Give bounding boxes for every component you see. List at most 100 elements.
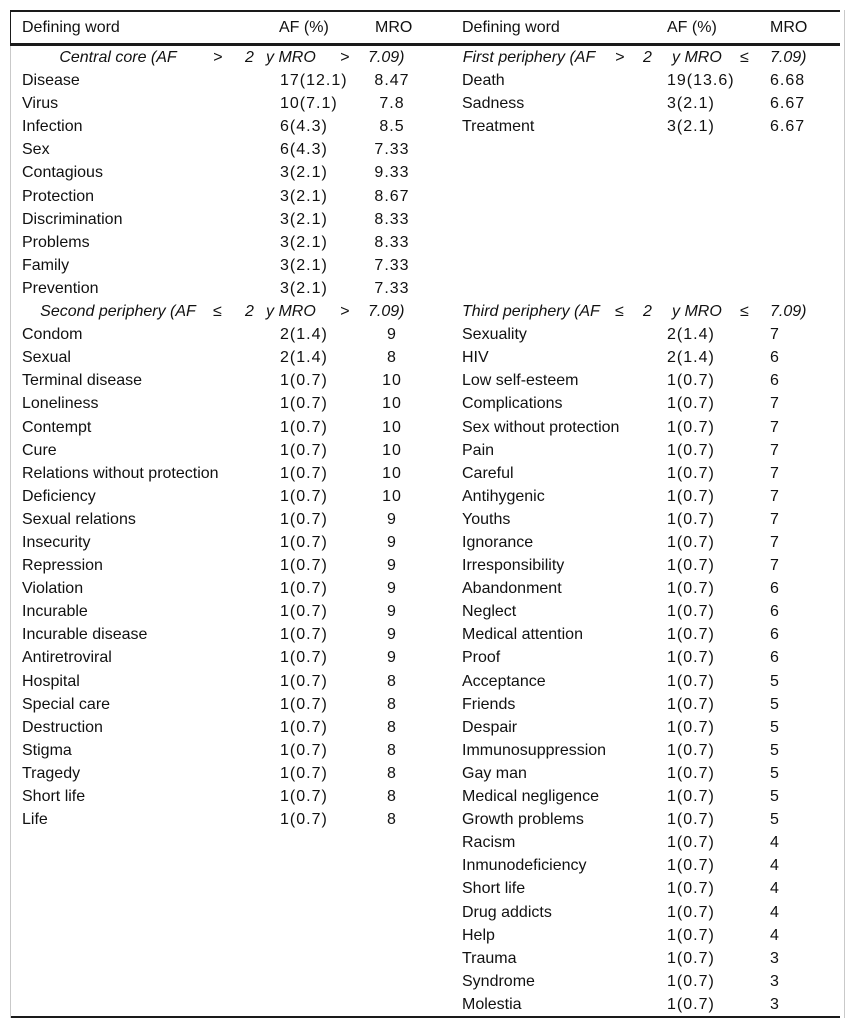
mro-criteria-label: y MRO bbox=[266, 49, 316, 66]
mro-value-cell: 7.33 bbox=[374, 141, 410, 159]
table-row: Short life 1(0.7) 8 bbox=[10, 785, 440, 808]
defining-word-cell: Complications bbox=[462, 395, 563, 413]
table-row: Disease 17(12.1) 8.47 bbox=[10, 69, 440, 92]
af-threshold: 2 bbox=[643, 303, 652, 321]
mro-value-cell: 6 bbox=[770, 626, 780, 644]
af-value-cell: 1(0.7) bbox=[667, 695, 715, 713]
table-row: Syndrome 1(0.7) 3 bbox=[450, 970, 850, 993]
af-value-cell: 1(0.7) bbox=[280, 372, 328, 390]
defining-word-cell: Youths bbox=[462, 510, 511, 528]
column-header-af: AF (%) bbox=[279, 19, 329, 36]
mro-value-cell: 9 bbox=[387, 649, 397, 667]
table-row: Prevention 3(2.1) 7.33 bbox=[10, 277, 440, 300]
af-value-cell: 1(0.7) bbox=[280, 764, 328, 782]
mro-value-cell: 8 bbox=[387, 718, 397, 736]
defining-word-cell: Sex without protection bbox=[462, 418, 620, 436]
af-value-cell: 1(0.7) bbox=[280, 510, 328, 528]
defining-word-cell: Drug addicts bbox=[462, 903, 552, 921]
mro-value-cell: 3 bbox=[770, 949, 780, 967]
table-row: Youths 1(0.7) 7 bbox=[450, 508, 850, 531]
defining-word-cell: Low self-esteem bbox=[462, 372, 579, 390]
mro-value-cell: 5 bbox=[770, 788, 780, 806]
defining-word-cell: Repression bbox=[22, 557, 103, 575]
defining-word-cell: Sex bbox=[22, 141, 50, 159]
af-value-cell: 1(0.7) bbox=[667, 834, 715, 852]
af-value-cell: 1(0.7) bbox=[280, 649, 328, 667]
table-row: Infection 6(4.3) 8.5 bbox=[10, 115, 440, 138]
empty-rows-spacer bbox=[450, 138, 850, 300]
af-value-cell: 1(0.7) bbox=[667, 418, 715, 436]
table-row: Insecurity 1(0.7) 9 bbox=[10, 531, 440, 554]
af-value-cell: 1(0.7) bbox=[667, 534, 715, 551]
table-row: Protection 3(2.1) 8.67 bbox=[10, 185, 440, 208]
mro-value-cell: 6 bbox=[770, 649, 780, 667]
mro-value-cell: 7.33 bbox=[374, 256, 410, 274]
defining-word-cell: Prevention bbox=[22, 279, 99, 297]
table-right-border bbox=[844, 10, 845, 1018]
af-value-cell: 1(0.7) bbox=[280, 603, 328, 621]
table-row: Trauma 1(0.7) 3 bbox=[450, 947, 850, 970]
defining-word-cell: Discrimination bbox=[22, 210, 123, 228]
af-value-cell: 1(0.7) bbox=[667, 926, 715, 944]
defining-word-cell: Incurable bbox=[22, 603, 88, 621]
mro-value-cell: 9 bbox=[387, 326, 397, 344]
af-value-cell: 1(0.7) bbox=[667, 903, 715, 921]
table-bottom-rule bbox=[10, 1016, 840, 1018]
af-value-cell: 1(0.7) bbox=[667, 764, 715, 782]
mro-operator: ≤ bbox=[740, 49, 749, 66]
mro-value-cell: 5 bbox=[770, 718, 780, 736]
section-header-row: Third periphery (AF ≤2 y MRO ≤7.09) bbox=[450, 300, 850, 323]
af-value-cell: 3(2.1) bbox=[280, 164, 328, 182]
left-rows: Central core (AF >2 y MRO >7.09) Disease 17(1… bbox=[10, 46, 440, 831]
mro-value-cell: 5 bbox=[770, 764, 780, 782]
af-value-cell: 1(0.7) bbox=[280, 557, 328, 575]
defining-word-cell: Gay man bbox=[462, 764, 527, 782]
defining-word-cell: Medical attention bbox=[462, 626, 583, 644]
table-row: Complications 1(0.7) 7 bbox=[450, 392, 850, 415]
mro-value-cell: 7 bbox=[770, 326, 780, 344]
af-value-cell: 1(0.7) bbox=[667, 788, 715, 806]
mro-value-cell: 7 bbox=[770, 464, 780, 482]
mro-operator: ≤ bbox=[740, 303, 749, 321]
mro-value-cell: 4 bbox=[770, 880, 780, 898]
mro-value-cell: 5 bbox=[770, 741, 780, 759]
mro-value-cell: 4 bbox=[770, 857, 780, 875]
af-threshold: 2 bbox=[245, 49, 254, 66]
af-value-cell: 1(0.7) bbox=[667, 603, 715, 621]
af-value-cell: 1(0.7) bbox=[667, 372, 715, 390]
af-value-cell: 1(0.7) bbox=[280, 487, 328, 505]
af-operator: > bbox=[213, 49, 223, 66]
defining-word-cell: Careful bbox=[462, 464, 514, 482]
mro-value-cell: 9 bbox=[387, 510, 397, 528]
defining-word-cell: Life bbox=[22, 811, 48, 829]
defining-word-cell: Short life bbox=[22, 788, 86, 805]
mro-value-cell: 6.67 bbox=[770, 118, 806, 136]
mro-value-cell: 7 bbox=[770, 441, 780, 459]
table-row: Treatment 3(2.1) 6.67 bbox=[450, 115, 850, 138]
table-row: Growth problems 1(0.7) 5 bbox=[450, 808, 850, 831]
defining-word-cell: Incurable disease bbox=[22, 626, 148, 644]
af-value-cell: 19(13.6) bbox=[667, 72, 735, 90]
mro-value-cell: 9 bbox=[387, 626, 397, 644]
defining-word-cell: Deficiency bbox=[22, 487, 96, 505]
defining-word-cell: Relations without protection bbox=[22, 464, 219, 482]
af-value-cell: 1(0.7) bbox=[667, 626, 715, 644]
table-row: Immunosuppression 1(0.7) 5 bbox=[450, 739, 850, 762]
af-value-cell: 1(0.7) bbox=[667, 972, 715, 990]
defining-word-cell: Immunosuppression bbox=[462, 741, 607, 759]
table-row: Racism 1(0.7) 4 bbox=[450, 831, 850, 854]
mro-value-cell: 8 bbox=[387, 788, 397, 805]
table-row: Antihygenic 1(0.7) 7 bbox=[450, 485, 850, 508]
mro-value-cell: 10 bbox=[382, 395, 402, 413]
table-top-rule bbox=[10, 10, 840, 12]
defining-word-cell: Irresponsibility bbox=[462, 557, 565, 575]
mro-value-cell: 9 bbox=[387, 603, 397, 621]
af-value-cell: 3(2.1) bbox=[667, 118, 715, 136]
af-value-cell: 6(4.3) bbox=[280, 141, 328, 159]
defining-word-cell: Special care bbox=[22, 695, 111, 713]
defining-word-cell: Contagious bbox=[22, 164, 103, 182]
mro-value-cell: 8.33 bbox=[374, 210, 410, 228]
table-row: Abandonment 1(0.7) 6 bbox=[450, 577, 850, 600]
af-value-cell: 1(0.7) bbox=[280, 418, 328, 436]
defining-word-cell: HIV bbox=[462, 349, 489, 367]
